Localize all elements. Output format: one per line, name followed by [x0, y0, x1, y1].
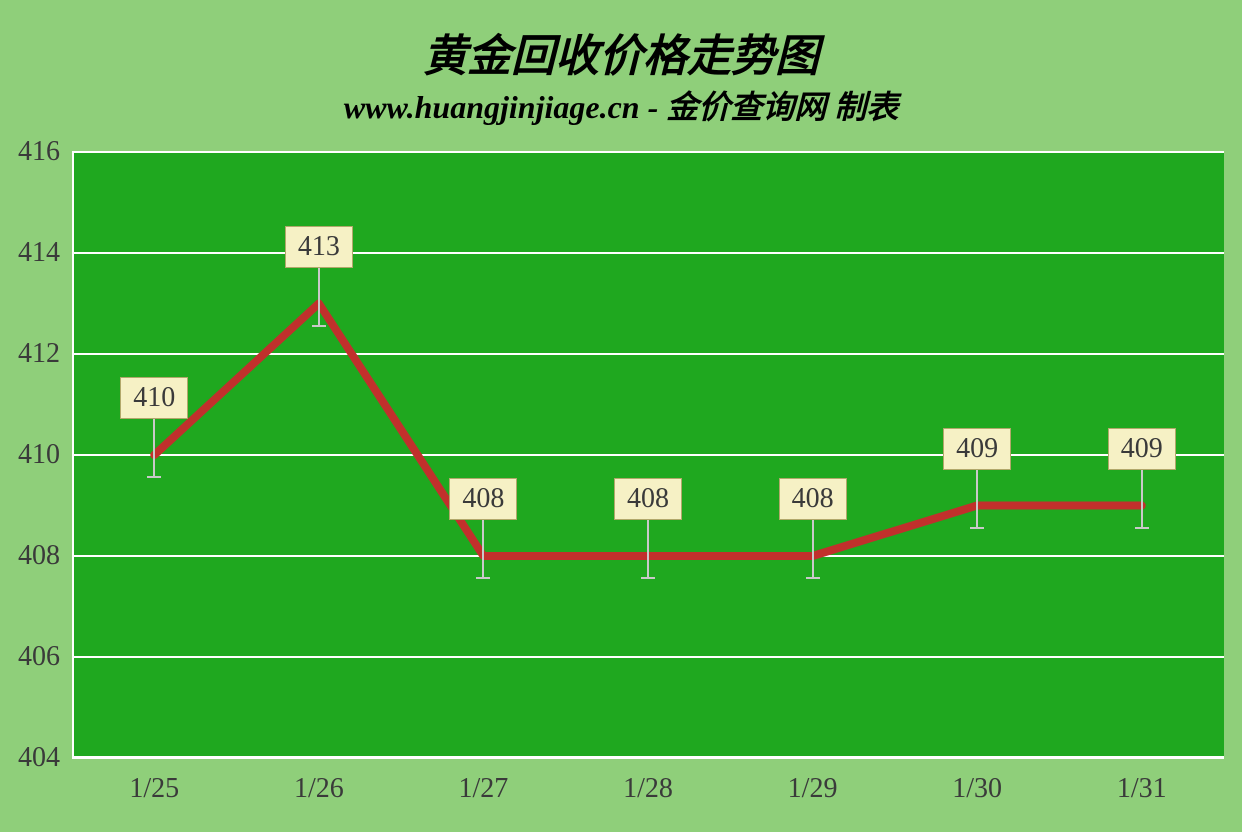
data-label-value: 409 [1108, 428, 1176, 470]
data-label-leader-tick [806, 577, 820, 579]
data-label-value: 408 [614, 478, 682, 520]
price-line [72, 152, 1224, 758]
x-axis-tick-label: 1/31 [1117, 773, 1167, 805]
x-axis-tick-label: 1/28 [623, 773, 673, 805]
x-axis-tick-label: 1/29 [788, 773, 838, 805]
data-label-leader [1141, 470, 1143, 528]
y-axis-tick-label: 406 [0, 641, 60, 673]
data-label-leader [976, 470, 978, 528]
data-label-leader-tick [641, 577, 655, 579]
y-axis-tick-label: 416 [0, 136, 60, 168]
data-label-leader-tick [970, 527, 984, 529]
data-label: 410 [120, 377, 188, 419]
data-label: 409 [943, 428, 1011, 470]
data-label-leader [647, 520, 649, 578]
data-label-leader [153, 419, 155, 477]
data-label-leader [812, 520, 814, 578]
x-axis-tick-label: 1/26 [294, 773, 344, 805]
data-label-leader [318, 268, 320, 326]
data-label-leader-tick [476, 577, 490, 579]
data-label-leader [482, 520, 484, 578]
data-label: 413 [285, 226, 353, 268]
data-label: 408 [779, 478, 847, 520]
data-label-value: 408 [449, 478, 517, 520]
y-axis-tick-label: 410 [0, 439, 60, 471]
plot-area: 410 413 408 408 408 409 409 [72, 152, 1224, 758]
data-label-leader-tick [147, 476, 161, 478]
chart-subtitle: www.huangjinjiage.cn - 金价查询网 制表 [0, 82, 1242, 128]
chart-container: 黄金回收价格走势图 www.huangjinjiage.cn - 金价查询网 制… [0, 0, 1242, 832]
y-axis-tick-label: 404 [0, 742, 60, 774]
data-label-value: 408 [779, 478, 847, 520]
x-axis-tick-label: 1/25 [129, 773, 179, 805]
chart-title: 黄金回收价格走势图 [0, 20, 1242, 84]
data-label-value: 410 [120, 377, 188, 419]
data-label-value: 413 [285, 226, 353, 268]
data-label: 408 [449, 478, 517, 520]
x-axis-tick-label: 1/27 [459, 773, 509, 805]
x-axis-tick-label: 1/30 [952, 773, 1002, 805]
y-axis-tick-label: 408 [0, 540, 60, 572]
data-label-leader-tick [312, 325, 326, 327]
data-label: 408 [614, 478, 682, 520]
y-axis-tick-label: 414 [0, 237, 60, 269]
data-label: 409 [1108, 428, 1176, 470]
y-axis-tick-label: 412 [0, 338, 60, 370]
data-label-leader-tick [1135, 527, 1149, 529]
data-label-value: 409 [943, 428, 1011, 470]
